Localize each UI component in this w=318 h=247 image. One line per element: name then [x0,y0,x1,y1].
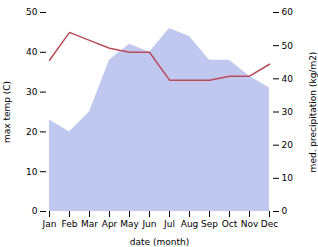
svg-text:50: 50 [282,41,294,51]
svg-text:Jan: Jan [42,219,57,229]
svg-text:40: 40 [26,47,38,57]
svg-text:May: May [120,219,139,229]
svg-text:20: 20 [282,140,294,150]
svg-text:10: 10 [26,167,38,177]
svg-text:20: 20 [26,127,38,137]
svg-text:Feb: Feb [62,219,78,229]
svg-text:60: 60 [282,7,294,17]
svg-text:date (month): date (month) [130,237,189,247]
svg-text:Sep: Sep [201,219,218,229]
svg-text:10: 10 [282,173,294,183]
svg-text:30: 30 [26,87,38,97]
svg-text:Mar: Mar [81,219,98,229]
svg-text:Apr: Apr [102,219,118,229]
svg-text:Nov: Nov [241,219,259,229]
svg-text:50: 50 [26,7,38,17]
svg-text:Jun: Jun [141,219,156,229]
svg-text:med. precipitation (kg/m2): med. precipitation (kg/m2) [308,52,318,173]
svg-text:40: 40 [282,74,294,84]
svg-text:Dec: Dec [261,219,278,229]
svg-text:0: 0 [282,206,288,216]
svg-text:Aug: Aug [181,219,199,229]
svg-text:30: 30 [282,107,294,117]
svg-text:max temp (C): max temp (C) [2,81,12,143]
svg-text:0: 0 [32,206,38,216]
svg-text:Jul: Jul [163,219,175,229]
svg-text:Oct: Oct [222,219,238,229]
